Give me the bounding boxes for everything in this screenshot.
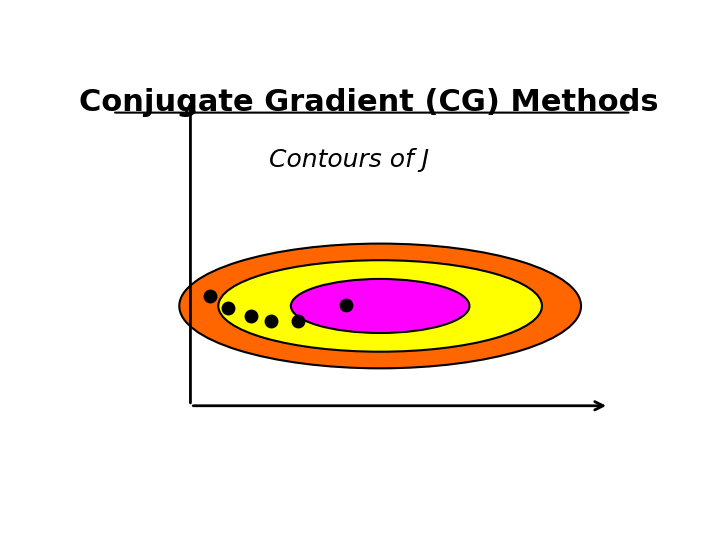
Ellipse shape <box>179 244 581 368</box>
Ellipse shape <box>291 279 469 333</box>
Text: Contours of J: Contours of J <box>269 148 428 172</box>
Text: Conjugate Gradient (CG) Methods: Conjugate Gradient (CG) Methods <box>79 87 659 117</box>
Ellipse shape <box>218 260 542 352</box>
